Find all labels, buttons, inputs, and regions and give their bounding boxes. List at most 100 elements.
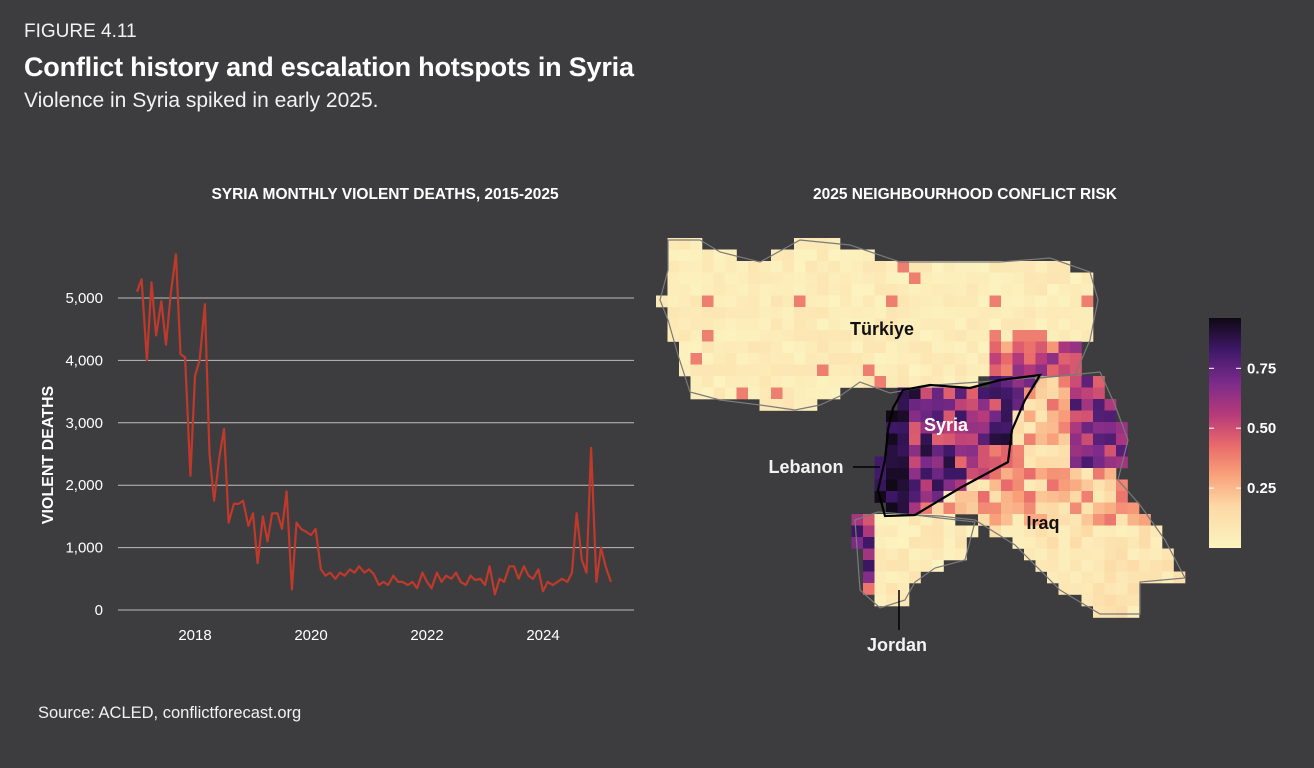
risk-cell bbox=[978, 433, 990, 446]
risk-cell bbox=[1047, 272, 1059, 285]
risk-cell bbox=[1058, 341, 1071, 354]
risk-cell bbox=[759, 353, 772, 365]
risk-cell bbox=[920, 491, 933, 503]
risk-cell bbox=[897, 318, 910, 331]
risk-cell bbox=[920, 445, 933, 457]
risk-cell bbox=[909, 272, 921, 285]
risk-cell bbox=[1104, 525, 1117, 538]
colorbar-tick-label: 0.50 bbox=[1247, 420, 1276, 437]
risk-cell bbox=[1035, 410, 1048, 423]
risk-cell bbox=[1001, 387, 1013, 400]
risk-cell bbox=[1058, 261, 1071, 273]
risk-cell bbox=[1081, 295, 1094, 308]
risk-cell bbox=[713, 284, 726, 296]
risk-cell bbox=[840, 353, 852, 365]
risk-cell bbox=[851, 376, 864, 388]
risk-cell bbox=[863, 318, 875, 331]
risk-cell bbox=[1150, 537, 1163, 549]
risk-cell bbox=[1024, 468, 1036, 480]
risk-cell bbox=[1093, 583, 1105, 595]
risk-cell bbox=[1047, 399, 1059, 411]
risk-cell bbox=[897, 399, 910, 411]
risk-cell bbox=[713, 376, 726, 388]
risk-cell bbox=[943, 479, 956, 492]
risk-cell bbox=[1024, 353, 1036, 365]
risk-cell bbox=[1058, 272, 1071, 285]
risk-cell bbox=[1150, 560, 1163, 572]
risk-cell bbox=[886, 514, 898, 526]
risk-cell bbox=[909, 330, 921, 342]
risk-cell bbox=[932, 433, 944, 446]
risk-cell bbox=[817, 249, 829, 262]
risk-cell bbox=[713, 364, 726, 377]
risk-cell bbox=[909, 445, 921, 457]
risk-cell bbox=[702, 249, 714, 262]
risk-cell bbox=[886, 502, 898, 515]
risk-cell bbox=[1070, 502, 1082, 515]
risk-cell bbox=[1035, 272, 1048, 285]
risk-cell bbox=[955, 307, 967, 319]
risk-cell bbox=[759, 399, 772, 411]
risk-cell bbox=[690, 272, 703, 285]
risk-cell bbox=[1047, 410, 1059, 423]
risk-cell bbox=[897, 272, 910, 285]
risk-cell bbox=[897, 479, 910, 492]
risk-cell bbox=[1104, 502, 1117, 515]
risk-cell bbox=[794, 341, 806, 354]
risk-cell bbox=[690, 330, 703, 342]
risk-cell bbox=[955, 284, 967, 296]
risk-cell bbox=[702, 387, 714, 400]
risk-cell bbox=[702, 364, 714, 377]
risk-cell bbox=[690, 307, 703, 319]
risk-cell bbox=[897, 514, 910, 526]
risk-cell bbox=[909, 468, 921, 480]
risk-cell bbox=[702, 272, 714, 285]
risk-cell bbox=[667, 249, 680, 262]
figure-label: FIGURE 4.11 bbox=[24, 21, 137, 42]
risk-cell bbox=[897, 284, 910, 296]
risk-cell bbox=[679, 353, 691, 365]
label-syria: Syria bbox=[924, 415, 969, 435]
risk-cell bbox=[794, 353, 806, 365]
risk-cell bbox=[1070, 514, 1082, 526]
risk-cell bbox=[690, 318, 703, 331]
risk-cell bbox=[1093, 410, 1105, 423]
risk-cell bbox=[955, 364, 967, 377]
risk-cell bbox=[840, 330, 852, 342]
risk-cell bbox=[667, 330, 680, 342]
risk-cell bbox=[1127, 537, 1140, 549]
risk-cell bbox=[1012, 491, 1025, 503]
risk-cell bbox=[1035, 456, 1048, 469]
risk-cell bbox=[943, 307, 956, 319]
risk-cell bbox=[1001, 341, 1013, 354]
risk-cell bbox=[1150, 548, 1163, 561]
risk-cell bbox=[966, 284, 979, 296]
risk-cell bbox=[863, 353, 875, 365]
risk-cell bbox=[805, 387, 818, 400]
risk-cell bbox=[966, 445, 979, 457]
risk-cell bbox=[978, 479, 990, 492]
risk-cell bbox=[955, 422, 967, 434]
risk-cell bbox=[1012, 318, 1025, 331]
risk-cell bbox=[1116, 491, 1128, 503]
risk-cell bbox=[886, 479, 898, 492]
risk-cell bbox=[702, 353, 714, 365]
risk-cell bbox=[897, 376, 910, 388]
risk-cell bbox=[920, 422, 933, 434]
risk-cell bbox=[1058, 491, 1071, 503]
risk-cell bbox=[955, 272, 967, 285]
risk-cell bbox=[909, 353, 921, 365]
risk-cell bbox=[886, 468, 898, 480]
risk-cell bbox=[1093, 491, 1105, 503]
risk-cell bbox=[1012, 284, 1025, 296]
risk-cell bbox=[1012, 353, 1025, 365]
risk-cell bbox=[1058, 410, 1071, 423]
risk-cell bbox=[955, 261, 967, 273]
risk-cell bbox=[989, 491, 1002, 503]
risk-cell bbox=[989, 284, 1002, 296]
risk-cell bbox=[794, 272, 806, 285]
risk-cell bbox=[725, 318, 737, 331]
risk-cell bbox=[1024, 272, 1036, 285]
risk-cell bbox=[920, 560, 933, 572]
risk-cell bbox=[955, 410, 967, 423]
